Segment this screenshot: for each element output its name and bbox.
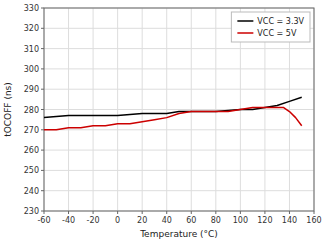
- x-tick-label: -40: [62, 216, 75, 225]
- legend: VCC = 3.3V VCC = 5V: [231, 12, 310, 42]
- y-grid-line: [44, 170, 314, 171]
- axes: -60 -40 -20 0 20 40 60 80 100 120 140 160 230 240 250 2…: [24, 4, 322, 225]
- x-tick-label: 160: [306, 216, 321, 225]
- series-group: [44, 97, 302, 129]
- x-tick-label: 0: [115, 216, 120, 225]
- grid: [44, 8, 314, 211]
- x-tick-label: 120: [257, 216, 272, 225]
- x-tick-label: 100: [233, 216, 248, 225]
- legend-swatch: [237, 20, 253, 22]
- y-tick-label: 270: [24, 126, 39, 135]
- y-tick-label: 280: [24, 106, 39, 115]
- x-tick-label: -20: [87, 216, 100, 225]
- y-tick-label: 250: [24, 166, 39, 175]
- legend-swatch: [237, 32, 253, 34]
- y-axis-label: tOCOFF (ns): [3, 82, 13, 137]
- y-tick-label: 310: [24, 45, 39, 54]
- y-grid-line: [44, 190, 314, 191]
- plot-frame: [44, 8, 314, 211]
- y-tick-label: 260: [24, 146, 39, 155]
- y-tick-label: 300: [24, 65, 39, 74]
- x-tick-label: 40: [162, 216, 172, 225]
- chart: -60 -40 -20 0 20 40 60 80 100 120 140 160 230 240 250 2…: [0, 0, 324, 243]
- y-tick-label: 330: [24, 4, 39, 13]
- y-tick-label: 320: [24, 24, 39, 33]
- series-line: [44, 107, 302, 129]
- y-grid-line: [44, 48, 314, 49]
- y-grid-line: [44, 89, 314, 90]
- legend-label: VCC = 3.3V: [257, 17, 304, 26]
- y-grid-line: [44, 129, 314, 130]
- y-grid-line: [44, 68, 314, 69]
- x-tick-label: -60: [37, 216, 50, 225]
- x-tick-label: 20: [137, 216, 147, 225]
- y-grid-line: [44, 109, 314, 110]
- y-tick-label: 240: [24, 187, 39, 196]
- x-tick-label: 80: [211, 216, 221, 225]
- x-tick-label: 140: [282, 216, 297, 225]
- y-grid-line: [44, 150, 314, 151]
- x-axis-label: Temperature (°C): [139, 229, 218, 239]
- legend-label: VCC = 5V: [257, 29, 297, 38]
- x-tick-label: 60: [186, 216, 196, 225]
- y-tick-label: 230: [24, 207, 39, 216]
- legend-box: [231, 12, 310, 42]
- y-tick-label: 290: [24, 85, 39, 94]
